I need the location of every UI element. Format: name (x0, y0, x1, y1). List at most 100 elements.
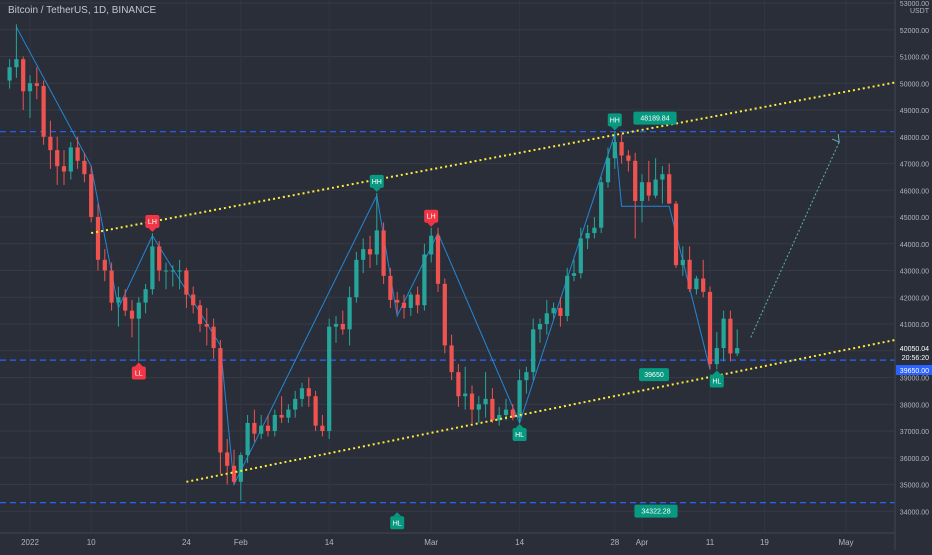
candle-body (102, 259, 107, 271)
candle-body (592, 227, 597, 234)
candle-body (463, 393, 468, 397)
level-value-bg (639, 368, 669, 382)
time-tick-label: 24 (182, 538, 191, 547)
price-tick-label: 51000.00 (900, 55, 929, 62)
candle (75, 136, 80, 169)
candle (218, 340, 223, 474)
candle (157, 241, 162, 282)
time-axis[interactable]: 2022 10 24 Feb 14 Mar 14 28 Apr 11 19 May (0, 532, 895, 547)
level-value-bg (634, 504, 678, 518)
candle-body (150, 246, 155, 290)
candle-body (299, 388, 305, 399)
candle-body (456, 372, 461, 397)
candle-body (123, 297, 128, 311)
price-axis-tag-text: 40050.04 (900, 346, 929, 353)
candle-body (639, 182, 645, 201)
candle (497, 406, 502, 426)
candle-body (354, 259, 359, 298)
candle-body (660, 174, 665, 180)
candle-body (633, 160, 638, 201)
candle (367, 235, 373, 268)
candle-body (265, 425, 271, 431)
candles[interactable] (7, 24, 740, 501)
candle-body (109, 270, 114, 303)
pivot-badge (709, 374, 724, 388)
candle-body (272, 414, 277, 431)
price-tick-label: 43000.00 (900, 269, 929, 276)
pivot-text: HH (610, 117, 620, 124)
price-axis-tag-bg (896, 343, 932, 353)
pivot-badge (512, 427, 527, 441)
candle (537, 318, 543, 343)
candle (558, 297, 563, 327)
trend-lines[interactable] (91, 73, 932, 483)
candle-body (415, 294, 420, 306)
time-tick-label: 14 (325, 538, 334, 547)
candle (313, 390, 318, 431)
candle-body (694, 278, 699, 290)
candle-body (293, 398, 298, 410)
candle (211, 318, 216, 359)
price-tick-label: 48000.00 (900, 135, 929, 142)
candle-body (531, 329, 536, 373)
candle (7, 59, 12, 89)
candle (89, 166, 94, 223)
candle (129, 299, 135, 338)
candle (361, 238, 366, 274)
pivot-text: HL (393, 520, 402, 527)
candle (143, 283, 148, 314)
candle-body (27, 83, 33, 92)
time-tick-label: May (838, 538, 853, 547)
price-tick-label: 44000.00 (900, 242, 929, 249)
candle (320, 414, 325, 437)
price-tick-label: 53000.00 (900, 1, 929, 8)
price-tick-label: 38000.00 (900, 402, 929, 409)
candle-body (225, 452, 230, 466)
price-tick-label: 35000.00 (900, 483, 929, 490)
candle-body (667, 174, 672, 204)
candle-body (320, 425, 325, 431)
candle-body (7, 67, 12, 81)
candle-body (728, 318, 733, 354)
candle-body (388, 275, 393, 300)
pivot-text: LH (427, 214, 436, 221)
candle (95, 203, 101, 271)
pivot-pointer (515, 423, 524, 428)
candle-body (21, 59, 26, 92)
candle (442, 278, 447, 354)
candle (531, 318, 536, 381)
candle (191, 286, 196, 314)
candle (456, 364, 461, 407)
candle (660, 166, 665, 204)
candle-body (537, 324, 543, 330)
pivot-label: HH (369, 174, 384, 192)
candle (544, 299, 549, 335)
candle-body (75, 147, 80, 161)
level-value-text: 48189.84 (640, 116, 669, 123)
plot-area[interactable] (0, 0, 895, 533)
candle (449, 334, 454, 381)
candle (687, 246, 692, 292)
candle-body (707, 291, 713, 365)
candle (55, 136, 60, 185)
candle (259, 414, 264, 440)
candle (578, 227, 583, 279)
candle (374, 192, 379, 266)
time-tick-label: Feb (234, 538, 248, 547)
candle-body (469, 393, 475, 410)
price-axis-tag-text: 20:56:20 (902, 355, 929, 362)
price-tick-label: 42000.00 (900, 295, 929, 302)
candle-body (245, 422, 250, 456)
candle-body (701, 278, 706, 292)
candle-body (279, 414, 284, 418)
candle-body (347, 297, 352, 330)
candle-body (612, 142, 617, 159)
price-tick-label: 46000.00 (900, 188, 929, 195)
candle (184, 267, 189, 308)
candle (694, 275, 699, 295)
symbol-title[interactable]: Bitcoin / TetherUS, 1D, BINANCE (8, 5, 157, 16)
candle (265, 414, 271, 437)
